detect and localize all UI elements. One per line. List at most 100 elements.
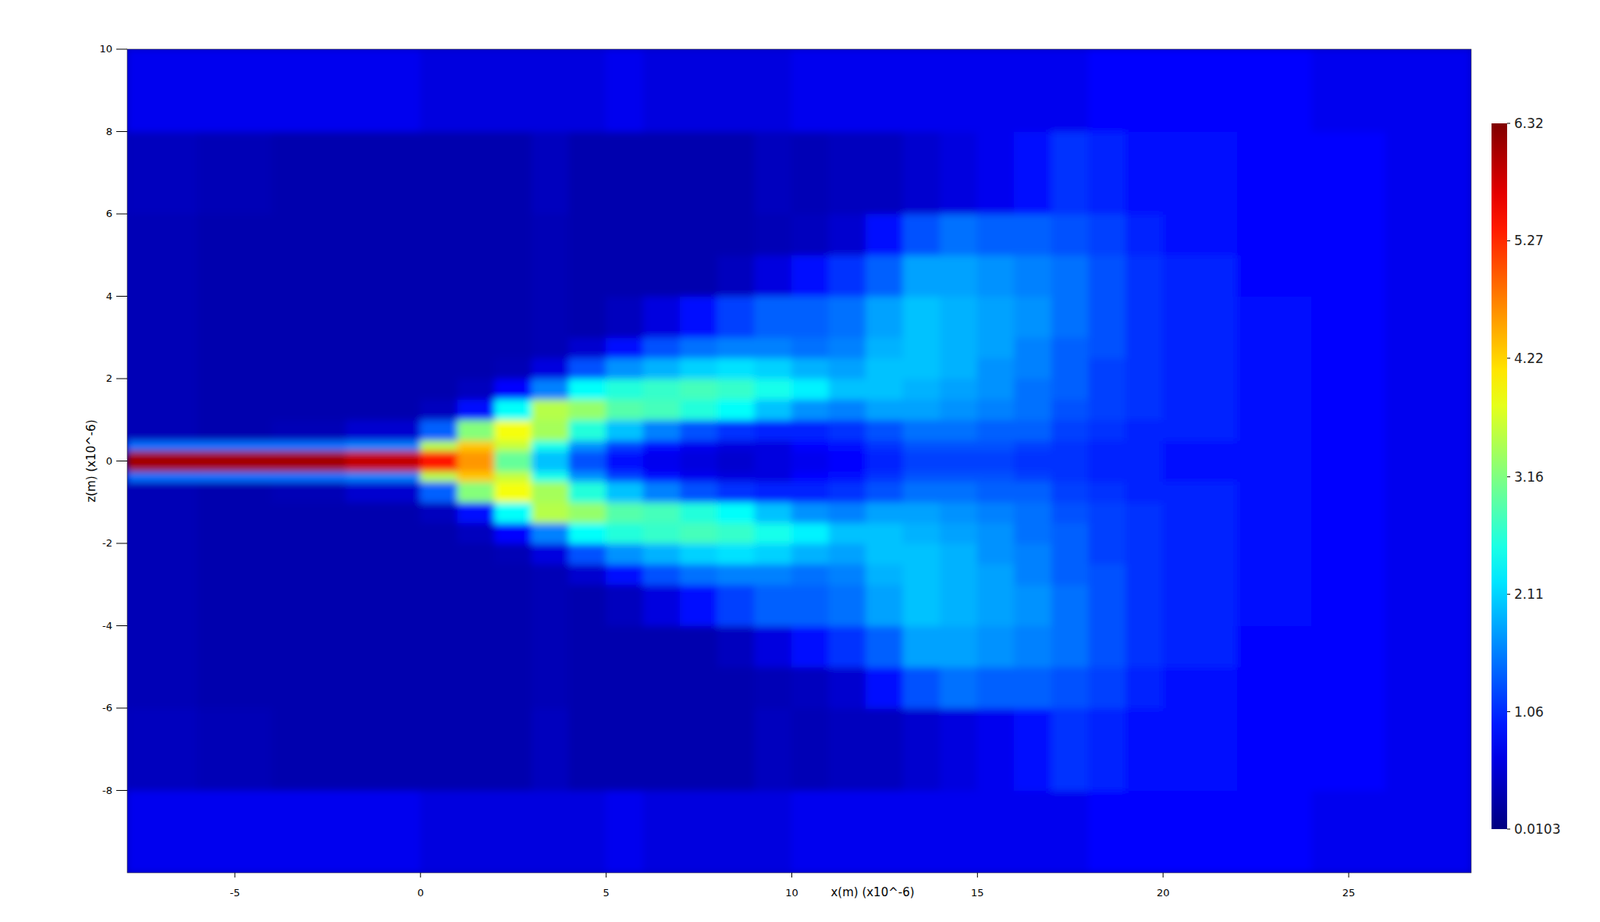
heat-cell bbox=[605, 450, 644, 472]
heat-cell bbox=[679, 543, 719, 565]
heat-cell bbox=[271, 254, 347, 297]
heat-cell bbox=[977, 470, 1016, 482]
heat-cell bbox=[127, 789, 199, 873]
heat-cell bbox=[457, 480, 496, 502]
x-tick-label: 20 bbox=[1156, 886, 1170, 899]
heat-cell bbox=[1051, 131, 1090, 215]
heat-cell bbox=[1385, 480, 1472, 502]
heat-cell bbox=[1051, 357, 1090, 379]
heat-cell bbox=[1311, 583, 1387, 626]
heat-cell bbox=[865, 501, 904, 523]
colorbar-tick-label: 2.11 bbox=[1514, 586, 1544, 602]
heat-cell bbox=[419, 522, 459, 544]
heat-cell bbox=[679, 707, 719, 792]
colorbar-tick bbox=[1507, 240, 1511, 242]
heat-cell bbox=[1013, 625, 1053, 668]
heat-cell bbox=[939, 440, 978, 452]
heat-cell bbox=[494, 337, 533, 359]
heat-cell bbox=[1013, 213, 1053, 256]
x-tick bbox=[1348, 872, 1350, 878]
heat-cell bbox=[1051, 480, 1090, 502]
heat-cell bbox=[903, 666, 942, 709]
heat-cell bbox=[531, 357, 570, 379]
heat-cell bbox=[1237, 337, 1312, 359]
heat-cell bbox=[1311, 337, 1387, 359]
heat-cell bbox=[457, 789, 496, 873]
heat-cell bbox=[271, 440, 347, 452]
heat-cell bbox=[1311, 707, 1387, 792]
heat-cell bbox=[531, 583, 570, 626]
heat-cell bbox=[1088, 666, 1128, 709]
heat-cell bbox=[605, 583, 644, 626]
heat-cell bbox=[127, 522, 199, 544]
heat-cell bbox=[1088, 583, 1128, 626]
heat-cell bbox=[1125, 480, 1164, 502]
heat-cell bbox=[977, 398, 1016, 420]
heat-cell bbox=[753, 254, 793, 297]
x-tick bbox=[234, 872, 235, 878]
heat-cell bbox=[939, 450, 978, 472]
heat-cell bbox=[977, 419, 1016, 441]
heat-cell bbox=[643, 543, 682, 565]
heat-cell bbox=[1385, 378, 1472, 400]
heat-cell bbox=[1162, 419, 1238, 441]
heat-cell bbox=[127, 707, 199, 792]
heat-cell bbox=[345, 666, 421, 709]
heat-cell bbox=[1385, 501, 1472, 523]
heat-cell bbox=[494, 378, 533, 400]
heat-cell bbox=[977, 563, 1016, 585]
heat-cell bbox=[977, 131, 1016, 215]
heat-cell bbox=[494, 522, 533, 544]
heat-cell bbox=[345, 378, 421, 400]
heat-cell bbox=[494, 450, 533, 472]
heat-cell bbox=[903, 480, 942, 502]
heat-cell bbox=[1162, 378, 1238, 400]
heat-cell bbox=[903, 295, 942, 338]
heat-cell bbox=[605, 501, 644, 523]
heat-cell bbox=[127, 49, 199, 132]
heat-cell bbox=[1162, 470, 1238, 482]
heat-cell bbox=[1237, 563, 1312, 585]
heat-cell bbox=[419, 563, 459, 585]
heat-cell bbox=[791, 254, 830, 297]
heat-cell bbox=[643, 625, 682, 668]
heat-cell bbox=[903, 131, 942, 215]
heat-cell bbox=[457, 543, 496, 565]
heat-cell bbox=[1013, 666, 1053, 709]
heat-cell bbox=[865, 213, 904, 256]
colorbar-tick bbox=[1507, 593, 1511, 595]
heat-cell bbox=[345, 583, 421, 626]
heat-cell bbox=[1385, 470, 1472, 482]
heat-cell bbox=[494, 563, 533, 585]
heat-cell bbox=[828, 419, 868, 441]
heat-cell bbox=[753, 480, 793, 502]
heat-cell bbox=[903, 707, 942, 792]
heat-cell bbox=[828, 357, 868, 379]
y-tick bbox=[116, 543, 128, 544]
heat-cell bbox=[1051, 378, 1090, 400]
heat-cell bbox=[1125, 357, 1164, 379]
heat-cell bbox=[1311, 666, 1387, 709]
heat-cell bbox=[643, 450, 682, 472]
heat-cell bbox=[865, 707, 904, 792]
y-tick bbox=[116, 131, 128, 132]
heat-cell bbox=[1385, 49, 1472, 132]
heat-cell bbox=[939, 295, 978, 338]
heat-cell bbox=[345, 49, 421, 132]
heat-cell bbox=[197, 213, 273, 256]
heat-cell bbox=[419, 398, 459, 420]
heat-cell bbox=[1051, 295, 1090, 338]
heat-cell bbox=[605, 543, 644, 565]
heat-cell bbox=[1311, 131, 1387, 215]
heat-cell bbox=[1311, 625, 1387, 668]
heat-cell bbox=[271, 666, 347, 709]
heat-cell bbox=[197, 337, 273, 359]
heat-cell bbox=[457, 470, 496, 482]
heat-cell bbox=[1237, 398, 1312, 420]
heat-cell bbox=[457, 419, 496, 441]
heat-cell bbox=[903, 419, 942, 441]
heat-cell bbox=[717, 789, 756, 873]
heat-cell bbox=[457, 522, 496, 544]
heat-cell bbox=[605, 131, 644, 215]
heat-cell bbox=[127, 419, 199, 441]
